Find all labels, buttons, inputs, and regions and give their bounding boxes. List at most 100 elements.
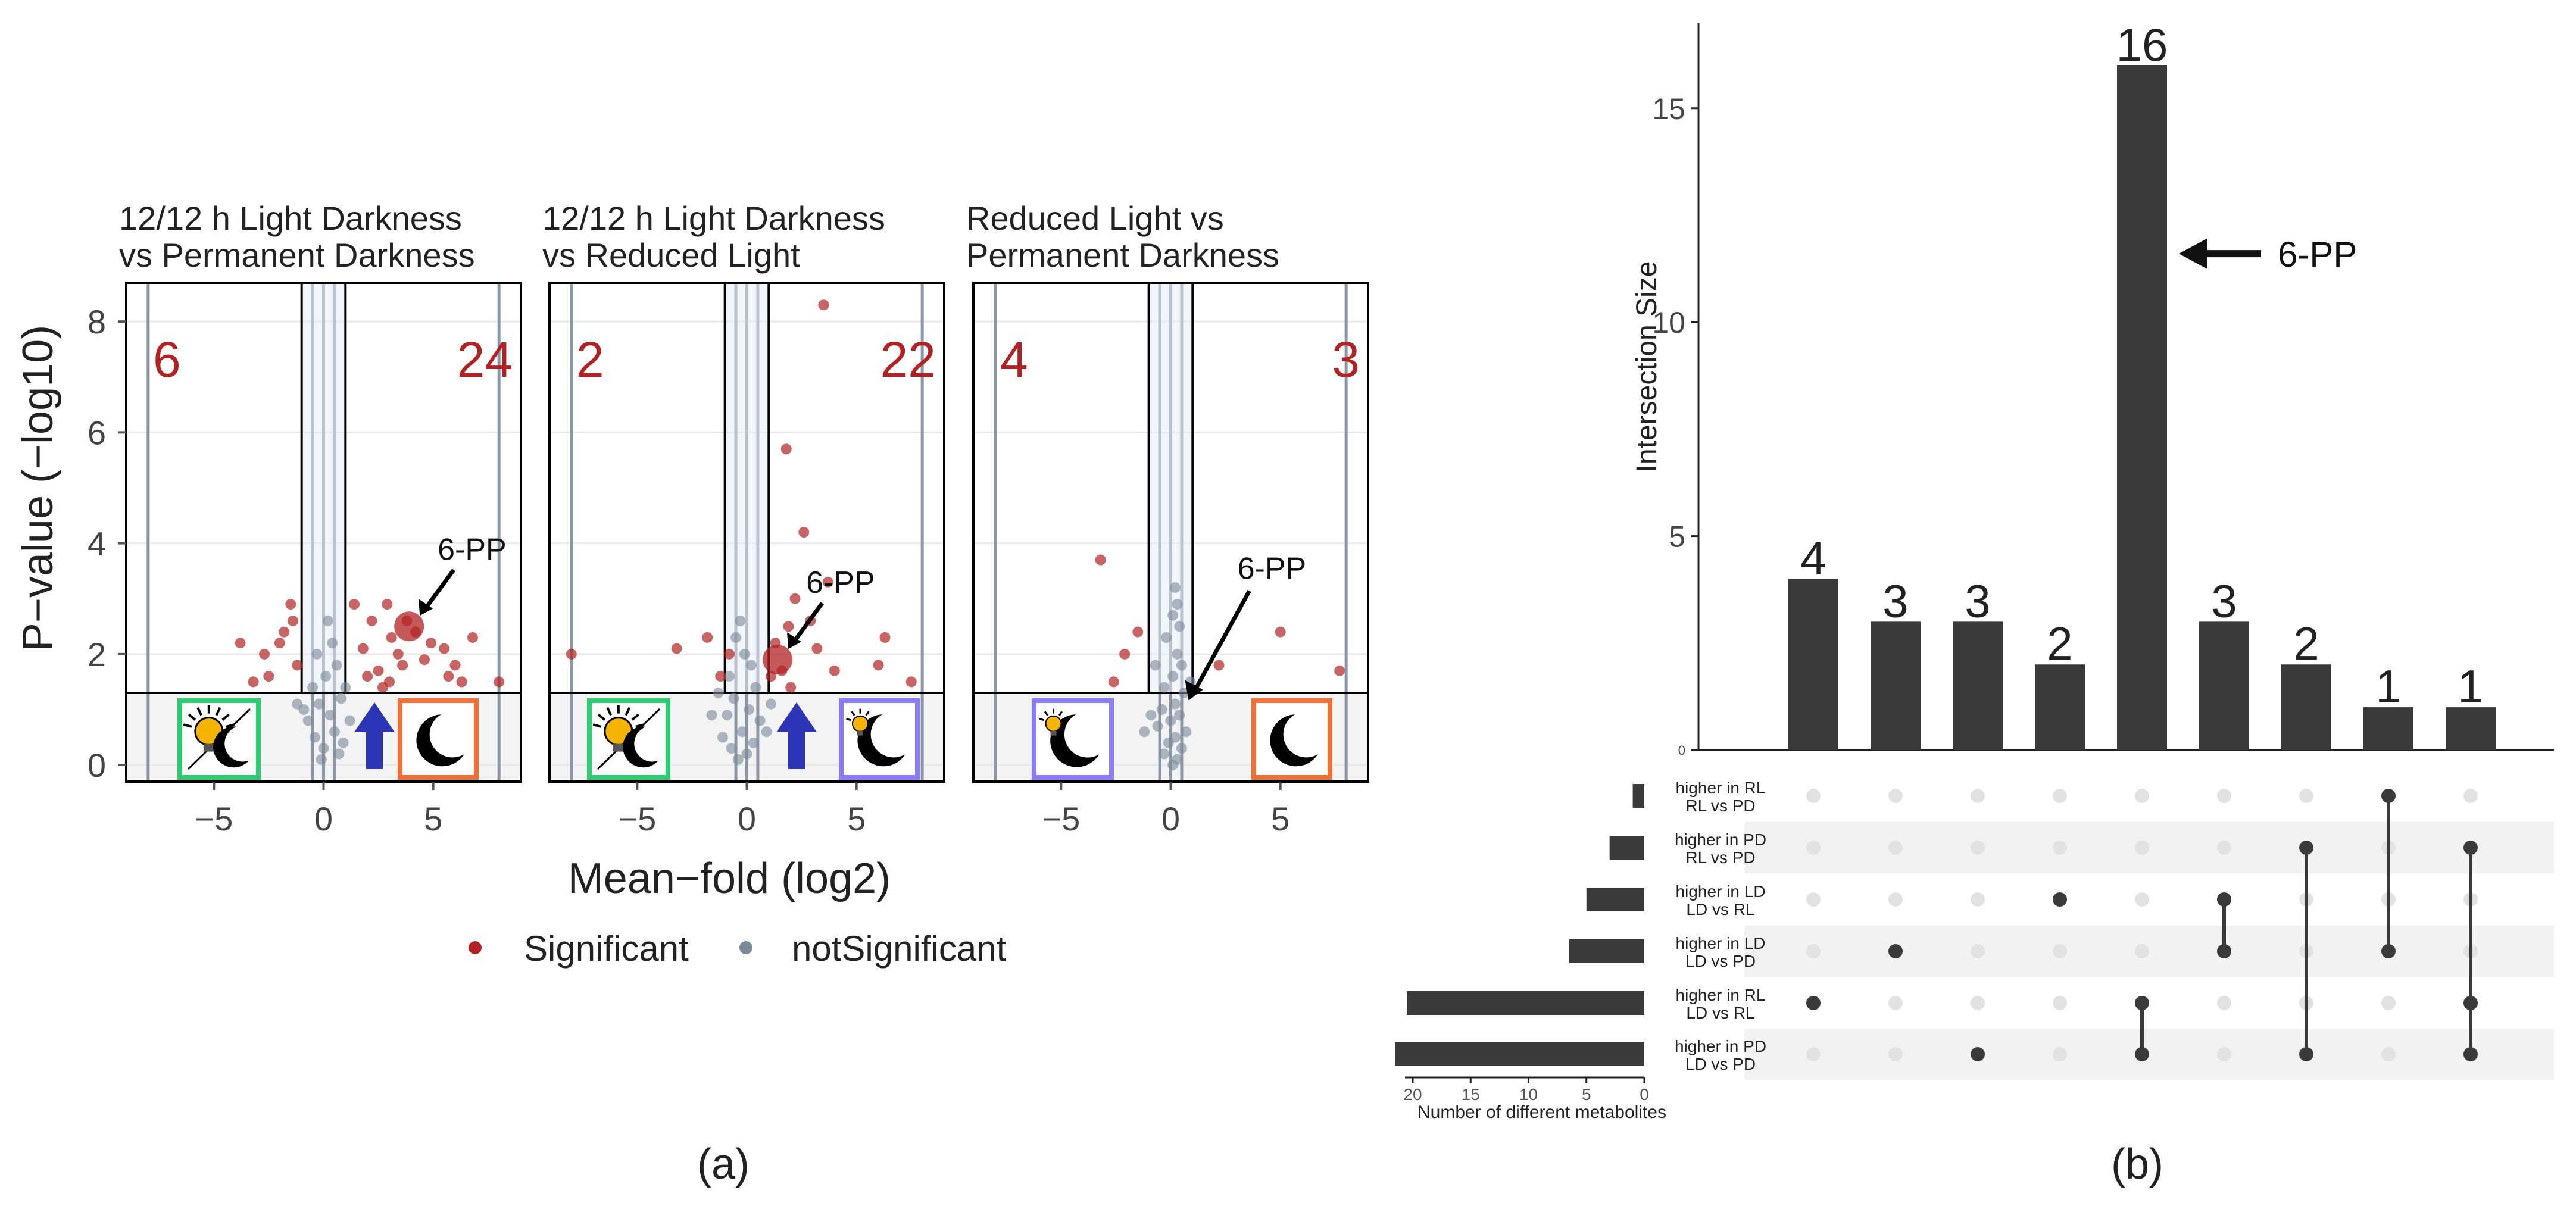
x-tick-label: −5	[195, 800, 233, 838]
matrix-dot-active	[1971, 1047, 1985, 1061]
matrix-dot-inactive	[1971, 996, 1985, 1010]
point-not-significant	[1152, 720, 1163, 732]
point-significant	[1132, 626, 1144, 638]
x-tick-label: 5	[424, 800, 442, 838]
point-not-significant	[338, 737, 349, 748]
set-label-line1: higher in PD	[1675, 830, 1766, 849]
intersection-value-label: 2	[2293, 617, 2319, 670]
point-not-significant	[1172, 648, 1183, 660]
facet-title-line2: Permanent Darkness	[966, 236, 1279, 274]
right-significant-count: 3	[1332, 332, 1360, 388]
matrix-dot-active	[2463, 1047, 2478, 1061]
intersection-value-label: 1	[2458, 660, 2483, 713]
point-significant	[279, 626, 290, 638]
x-axis-label: Mean−fold (log2)	[568, 855, 891, 902]
matrix-dot-inactive	[2381, 996, 2396, 1010]
fold-threshold-box	[300, 282, 347, 695]
set-size-bar	[1609, 836, 1644, 860]
bulb-base	[1050, 730, 1057, 736]
matrix-dot-active	[2053, 892, 2067, 907]
set-label-line2: LD vs RL	[1686, 900, 1754, 919]
intersection-bar	[1788, 579, 1838, 750]
annotation-arrowhead	[419, 599, 433, 616]
point-not-significant	[1172, 599, 1183, 610]
matrix-dot-inactive	[2299, 789, 2313, 803]
sun-ray	[631, 713, 639, 721]
point-significant	[292, 660, 303, 671]
point-significant	[439, 643, 450, 654]
point-significant	[449, 660, 461, 671]
set-size-bar	[1395, 1042, 1644, 1066]
annotation-arrow-6pp	[1192, 589, 1251, 692]
point-significant	[443, 671, 454, 682]
facet-title-line2: vs Permanent Darkness	[119, 236, 475, 274]
point-significant	[494, 676, 505, 688]
y-axis-label: P−value (−log10)	[14, 325, 62, 651]
y-tick-label: 8	[88, 303, 106, 340]
point-not-significant	[307, 682, 319, 693]
point-not-significant	[1181, 726, 1192, 738]
point-significant	[456, 676, 467, 688]
intersection-value-label: 2	[2047, 617, 2072, 670]
point-not-significant	[766, 698, 777, 710]
point-not-significant	[327, 638, 338, 649]
intersection-bar	[1871, 621, 1921, 750]
x-tick-label: 5	[1271, 800, 1289, 838]
bulb-base	[613, 743, 624, 752]
matrix-dot-inactive	[1888, 892, 1903, 907]
y-tick-label: 0	[88, 746, 106, 784]
facet-title-line1: 12/12 h Light Darkness	[119, 199, 462, 237]
set-size-tick-label: 10	[1519, 1085, 1538, 1104]
point-not-significant	[324, 710, 336, 721]
fold-threshold-box	[1147, 282, 1194, 695]
point-significant	[235, 638, 246, 649]
intersection-value-label: 1	[2375, 660, 2401, 713]
upset-y-tick-label: 15	[1652, 92, 1685, 126]
point-not-significant	[741, 748, 752, 760]
moon-icon	[213, 726, 249, 768]
x-tick-label: 0	[1161, 800, 1180, 838]
point-significant	[811, 643, 823, 654]
x-tick-label: −5	[618, 800, 656, 838]
sun-ray	[865, 711, 870, 716]
point-significant	[829, 665, 840, 676]
point-significant	[566, 648, 577, 660]
point-not-significant	[1174, 710, 1185, 721]
point-not-significant	[1159, 682, 1170, 693]
point-significant	[724, 648, 735, 660]
point-significant	[822, 576, 833, 588]
set-size-bar	[1569, 939, 1644, 963]
annotation-arrowhead	[2179, 238, 2207, 270]
set-label-line1: higher in RL	[1676, 986, 1766, 1004]
light-bulb-icon	[1045, 715, 1062, 732]
sun-ray	[221, 713, 230, 721]
matrix-dot-inactive	[1971, 944, 1985, 958]
point-significant	[818, 299, 829, 311]
point-significant	[285, 599, 296, 610]
moon-icon	[857, 714, 905, 767]
left-significant-count: 4	[1000, 332, 1028, 388]
point-not-significant	[745, 660, 757, 671]
point-not-significant	[730, 632, 742, 643]
point-not-significant	[320, 671, 332, 682]
x-tick-label: 0	[314, 800, 333, 838]
sun-moon-icon	[587, 698, 670, 780]
left-significant-count: 2	[576, 332, 604, 388]
point-not-significant	[311, 648, 323, 660]
point-significant	[1334, 665, 1345, 676]
set-size-bar	[1586, 888, 1644, 911]
point-not-significant	[1178, 688, 1189, 699]
sun-ray	[869, 717, 875, 721]
sun-ray	[606, 707, 612, 716]
annotation-6pp: 6-PP	[2278, 235, 2357, 274]
matrix-dot-inactive	[1888, 996, 1903, 1010]
point-not-significant	[726, 743, 737, 754]
point-significant	[349, 599, 360, 610]
intersection-bar	[1953, 621, 2003, 750]
point-not-significant	[309, 732, 320, 743]
matrix-dot-inactive	[1888, 789, 1903, 803]
annotation-arrowhead	[1185, 680, 1203, 701]
up-arrow-icon	[776, 702, 817, 769]
